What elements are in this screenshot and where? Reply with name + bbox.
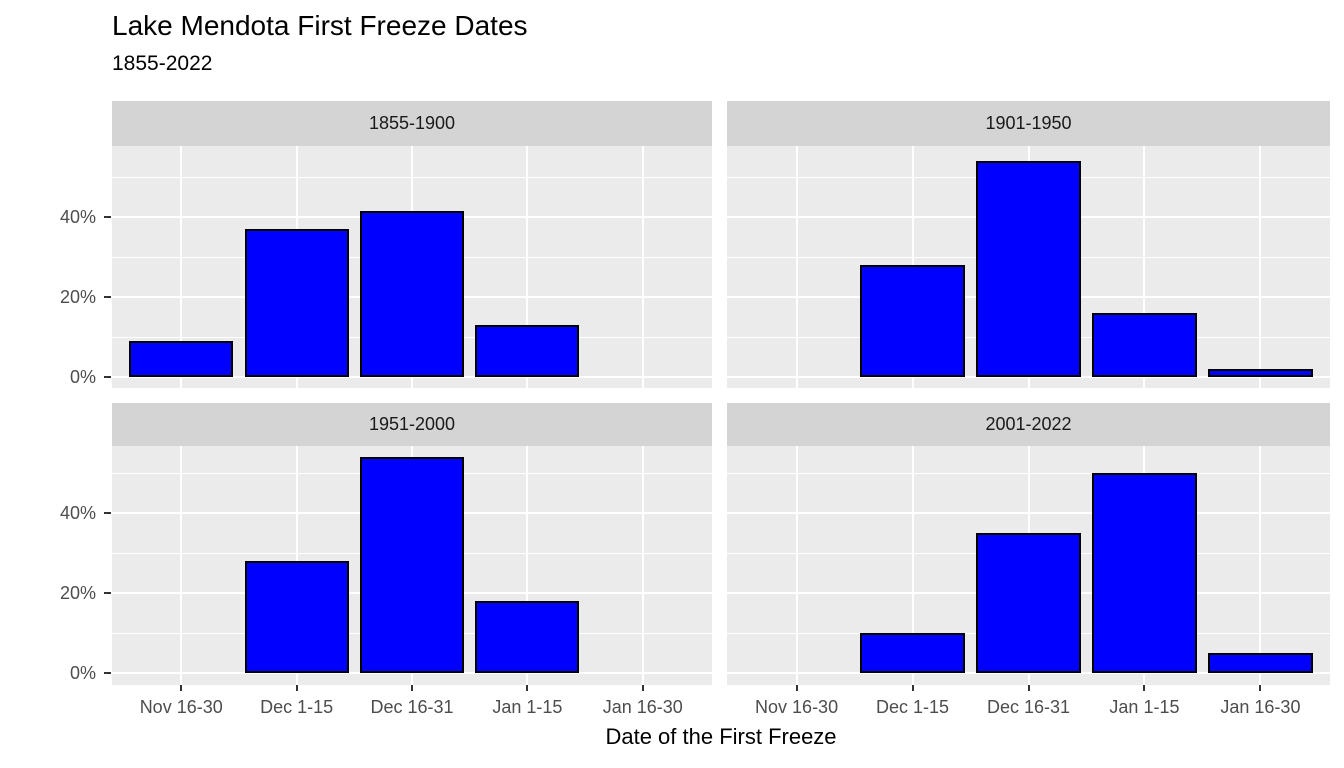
x-axis-tick (911, 685, 914, 691)
gridline-vertical (1259, 446, 1262, 685)
y-axis-tick (104, 296, 111, 298)
x-axis-tick-label: Jan 1-15 (1109, 697, 1180, 717)
x-axis-tick (180, 685, 183, 691)
gridline-vertical (641, 146, 644, 388)
gridline-vertical (795, 446, 798, 685)
y-axis-tick-label: 40% (59, 503, 96, 523)
facet-strip-label: 1901-1950 (985, 113, 1072, 133)
bar (1092, 313, 1197, 377)
gridline-vertical (911, 446, 914, 685)
x-axis-tick (526, 685, 529, 691)
facet-strip: 1951-2000 (112, 403, 712, 446)
facet-strip: 1901-1950 (727, 101, 1330, 146)
gridline-vertical (795, 146, 798, 388)
y-axis-tick (104, 512, 111, 514)
y-axis-tick (104, 672, 111, 674)
y-axis-tick-label: 20% (59, 583, 96, 603)
bar (244, 561, 349, 673)
bar (1208, 653, 1313, 673)
chart-subtitle: 1855-2022 (112, 52, 213, 75)
x-axis-tick-label: Jan 1-15 (492, 697, 563, 717)
bar (129, 341, 234, 377)
bar (244, 229, 349, 377)
gridline-vertical (526, 446, 529, 685)
facet-panel (727, 446, 1330, 685)
x-axis-tick-label: Jan 16-30 (1220, 697, 1301, 717)
bar (360, 211, 464, 377)
gridline-vertical (1259, 146, 1262, 388)
x-axis-tick-label: Dec 16-31 (986, 697, 1071, 717)
gridline-vertical (180, 446, 183, 685)
bar (976, 161, 1081, 377)
y-axis-tick-label: 0% (69, 367, 96, 387)
facet-panel (727, 146, 1330, 388)
bar (360, 457, 464, 673)
x-axis-tick (1143, 685, 1146, 691)
bar (475, 325, 580, 377)
facet-panel (112, 446, 712, 685)
y-axis-tick (104, 376, 111, 378)
bar (860, 633, 965, 673)
gridline-vertical (1143, 146, 1146, 388)
y-axis-tick-label: 20% (59, 287, 96, 307)
x-axis-tick-label: Jan 16-30 (602, 697, 683, 717)
y-axis-tick-label: 0% (69, 663, 96, 683)
facet-panel (112, 146, 712, 388)
x-axis-tick-label: Dec 16-31 (370, 697, 454, 717)
x-axis-tick (641, 685, 644, 691)
x-axis-tick-label: Dec 1-15 (260, 697, 334, 717)
gridline-vertical (180, 146, 183, 388)
bar (1208, 369, 1313, 377)
chart-title: Lake Mendota First Freeze Dates (112, 10, 528, 41)
gridline-vertical (641, 446, 644, 685)
bar (475, 601, 580, 673)
facet-strip-label: 2001-2022 (985, 414, 1072, 434)
x-axis-tick (795, 685, 798, 691)
x-axis-tick (411, 685, 413, 691)
x-axis-tick-label: Dec 1-15 (876, 697, 950, 717)
x-axis-title: Date of the First Freeze (605, 724, 837, 749)
x-axis-tick (1259, 685, 1262, 691)
x-axis-tick (295, 685, 298, 691)
x-axis-tick-label: Nov 16-30 (755, 697, 839, 717)
bar (1092, 473, 1197, 673)
gridline-vertical (526, 146, 529, 388)
x-axis-tick-label: Nov 16-30 (139, 697, 223, 717)
facet-strip: 2001-2022 (727, 403, 1330, 446)
facet-strip-label: 1855-1900 (368, 113, 456, 133)
facet-strip: 1855-1900 (112, 101, 712, 146)
y-axis-tick (104, 592, 111, 594)
x-axis-tick (1027, 685, 1030, 691)
y-axis-tick (104, 216, 111, 218)
bar (860, 265, 965, 377)
y-axis-tick-label: 40% (59, 207, 96, 227)
bar (976, 533, 1081, 673)
facet-strip-label: 1951-2000 (368, 414, 456, 434)
